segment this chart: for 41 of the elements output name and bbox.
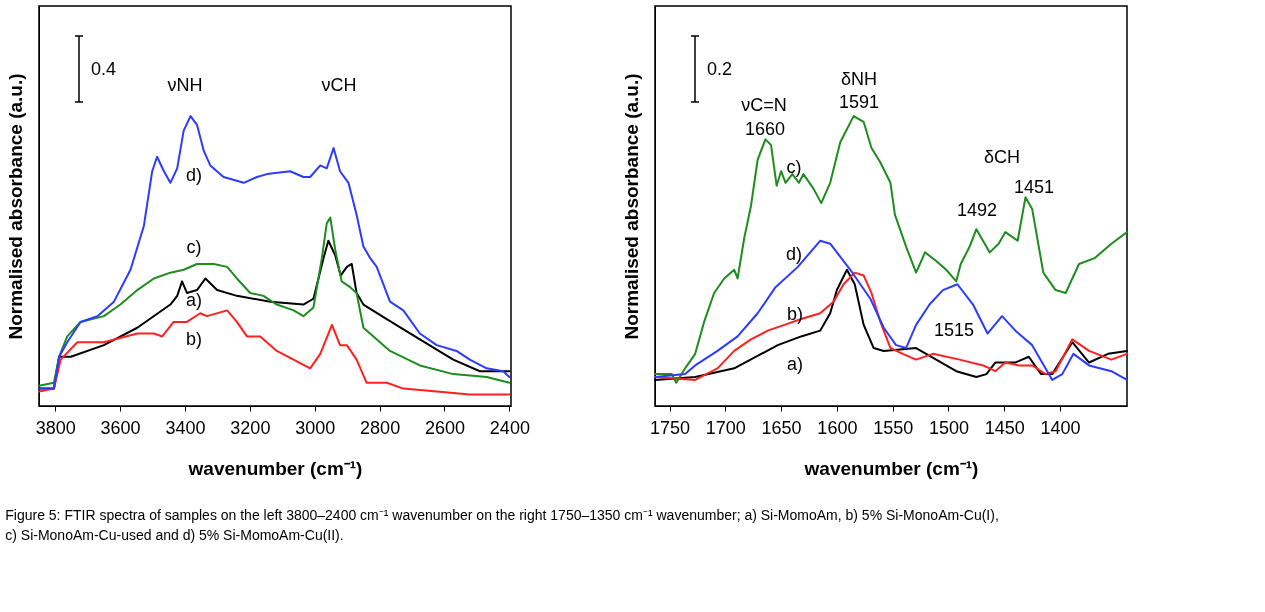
x-tick-label: 2600 bbox=[424, 417, 466, 438]
y-axis-title: Normalised absorbance (a.u.) bbox=[620, 73, 642, 340]
x-tick-label: 1500 bbox=[928, 417, 969, 438]
x-tick-label: 1600 bbox=[817, 417, 858, 438]
annotation: δCH bbox=[983, 147, 1021, 167]
x-tick-label: 1650 bbox=[761, 417, 802, 438]
x-tick-label: 3600 bbox=[100, 417, 141, 438]
x-tick-label: 1750 bbox=[649, 417, 691, 438]
text: 0.4 bbox=[91, 59, 117, 79]
x-tick-label: 3000 bbox=[295, 417, 336, 438]
x-tick-label: 3800 bbox=[35, 417, 76, 438]
annotation: a) bbox=[786, 354, 804, 374]
x-tick-label: 2800 bbox=[360, 417, 401, 438]
annotation: c) bbox=[186, 237, 202, 257]
x-tick-label: 3400 bbox=[165, 417, 206, 438]
y-axis-title: Normalised absorbance (a.u.) bbox=[4, 73, 26, 340]
x-tick-label: 1700 bbox=[705, 417, 746, 438]
text: νNH bbox=[167, 75, 203, 95]
annotation: 1492 bbox=[956, 200, 998, 220]
text: 1591 bbox=[838, 92, 880, 112]
x-axis-title: wavenumber (cm⁻¹) bbox=[803, 457, 979, 479]
caption: Figure 5: FTIR spectra of samples on the left 3800–2400 cm⁻¹ wavenumber on the right 1750–1350 cm⁻¹ wavenumber; a) Si-MomoAm, b) 5% Si-MonoAm-Cu(I), c) Si-MonoAm-Cu-used and d) 5% Si-MomoAm-Cu(II). bbox=[5, 506, 999, 543]
annotation: c) bbox=[786, 157, 802, 177]
x-tick-label: 1400 bbox=[1040, 417, 1081, 438]
annotation: 1660 bbox=[744, 119, 786, 139]
x-tick-label: 2400 bbox=[489, 417, 530, 438]
text: 0.2 bbox=[707, 59, 733, 79]
annotation: 1515 bbox=[933, 320, 975, 340]
annotation: d) bbox=[785, 244, 803, 264]
text: νC=N bbox=[741, 95, 787, 115]
annotation: a) bbox=[185, 290, 203, 310]
x-tick-label: 1550 bbox=[873, 417, 914, 438]
x-tick-label: 1450 bbox=[984, 417, 1025, 438]
annotation: b) bbox=[185, 329, 203, 349]
annotation: b) bbox=[786, 304, 804, 324]
annotation: d) bbox=[185, 165, 203, 185]
x-axis-title: wavenumber (cm⁻¹) bbox=[187, 457, 363, 479]
annotation: 1451 bbox=[1013, 177, 1055, 197]
text: δNH bbox=[840, 69, 878, 89]
text: νCH bbox=[321, 75, 357, 95]
x-tick-label: 3200 bbox=[230, 417, 271, 438]
